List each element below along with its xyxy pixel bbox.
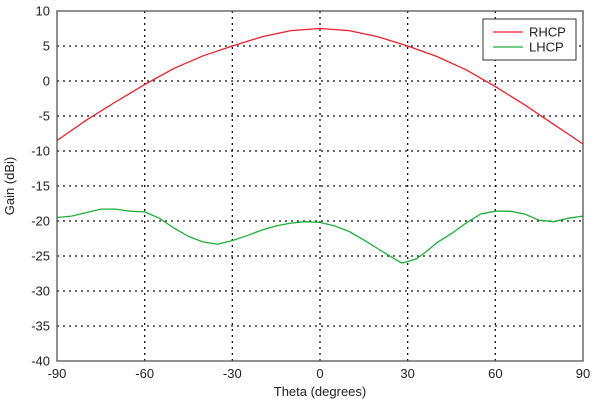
y-tick-label: -20 xyxy=(31,214,50,229)
series-line-lhcp xyxy=(56,208,584,264)
legend-box xyxy=(482,18,577,61)
x-tick-label: 90 xyxy=(576,366,590,381)
x-tick-label: 60 xyxy=(488,366,502,381)
y-tick-label: -30 xyxy=(31,284,50,299)
y-tick-label: 0 xyxy=(43,74,50,89)
plot-frame xyxy=(56,10,584,362)
tick-labels: -90 -60 -30 0 30 60 90 10 5 0 -5 -10 -15 -20 -25 -30 -35… xyxy=(31,4,590,382)
x-tick-label: -90 xyxy=(48,366,67,381)
y-tick-label: -5 xyxy=(38,109,50,124)
series-lines xyxy=(56,27,584,264)
grid xyxy=(57,11,583,361)
x-axis-label: Theta (degrees) xyxy=(274,384,367,399)
series-line-rhcp xyxy=(56,27,584,145)
y-tick-label: -15 xyxy=(31,179,50,194)
x-tick-label: 0 xyxy=(316,366,323,381)
y-tick-label: -25 xyxy=(31,249,50,264)
y-axis-label: Gain (dBi) xyxy=(2,157,17,216)
y-tick-label: -40 xyxy=(31,354,50,369)
y-tick-label: 5 xyxy=(43,39,50,54)
legend-label-lhcp: LHCP xyxy=(529,40,564,55)
x-tick-label: -60 xyxy=(135,366,154,381)
x-tick-label: 30 xyxy=(400,366,414,381)
x-tick-label: -30 xyxy=(223,366,242,381)
legend-label-rhcp: RHCP xyxy=(529,25,566,40)
y-tick-label: -10 xyxy=(31,144,50,159)
y-tick-label: -35 xyxy=(31,319,50,334)
y-tick-label: 10 xyxy=(36,4,50,19)
